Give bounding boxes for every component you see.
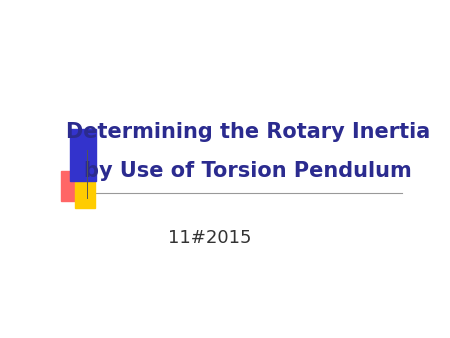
Text: 11#2015: 11#2015 [168, 230, 252, 247]
Bar [62, 171, 81, 201]
Text: Determining the Rotary Inertia: Determining the Rotary Inertia [66, 122, 430, 142]
Bar [70, 129, 96, 181]
Text: by Use of Torsion Pendulum: by Use of Torsion Pendulum [84, 161, 412, 181]
Bar [76, 178, 94, 209]
